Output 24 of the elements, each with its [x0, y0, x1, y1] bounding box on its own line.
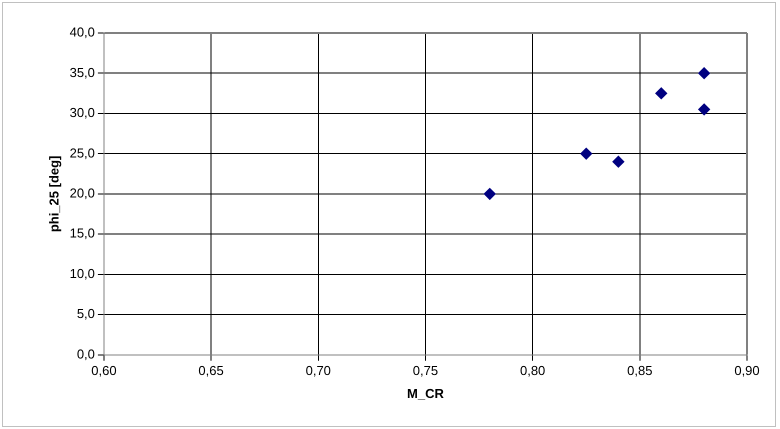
- point: [612, 156, 624, 168]
- y-tick-label: 40,0: [70, 24, 95, 40]
- point: [698, 103, 710, 116]
- point: [698, 67, 710, 80]
- y-tick-label: 35,0: [70, 64, 95, 80]
- y-tick-label: 0,0: [76, 346, 95, 362]
- y-tick-label: 10,0: [70, 266, 95, 281]
- point: [484, 188, 496, 200]
- x-tick-label: 0,60: [91, 363, 117, 378]
- x-tick-label: 0,70: [306, 363, 331, 378]
- point: [580, 148, 592, 160]
- x-tick-label: 0,90: [734, 363, 760, 378]
- y-tick-label: 15,0: [70, 226, 95, 241]
- x-tick-label: 0,85: [627, 363, 652, 378]
- y-axis-title: phi_25 [deg]: [46, 156, 62, 232]
- x-tick-label: 0,80: [520, 363, 546, 378]
- y-tick-label: 25,0: [70, 145, 95, 160]
- x-tick-label: 0,75: [412, 363, 438, 378]
- x-tick-label: 0,65: [198, 363, 224, 378]
- y-tick-label: 20,0: [70, 185, 95, 200]
- x-axis-title: M_CR: [407, 386, 444, 401]
- y-tick-label: 5,0: [76, 306, 95, 322]
- y-tick-label: 30,0: [70, 105, 95, 120]
- point: [655, 87, 668, 100]
